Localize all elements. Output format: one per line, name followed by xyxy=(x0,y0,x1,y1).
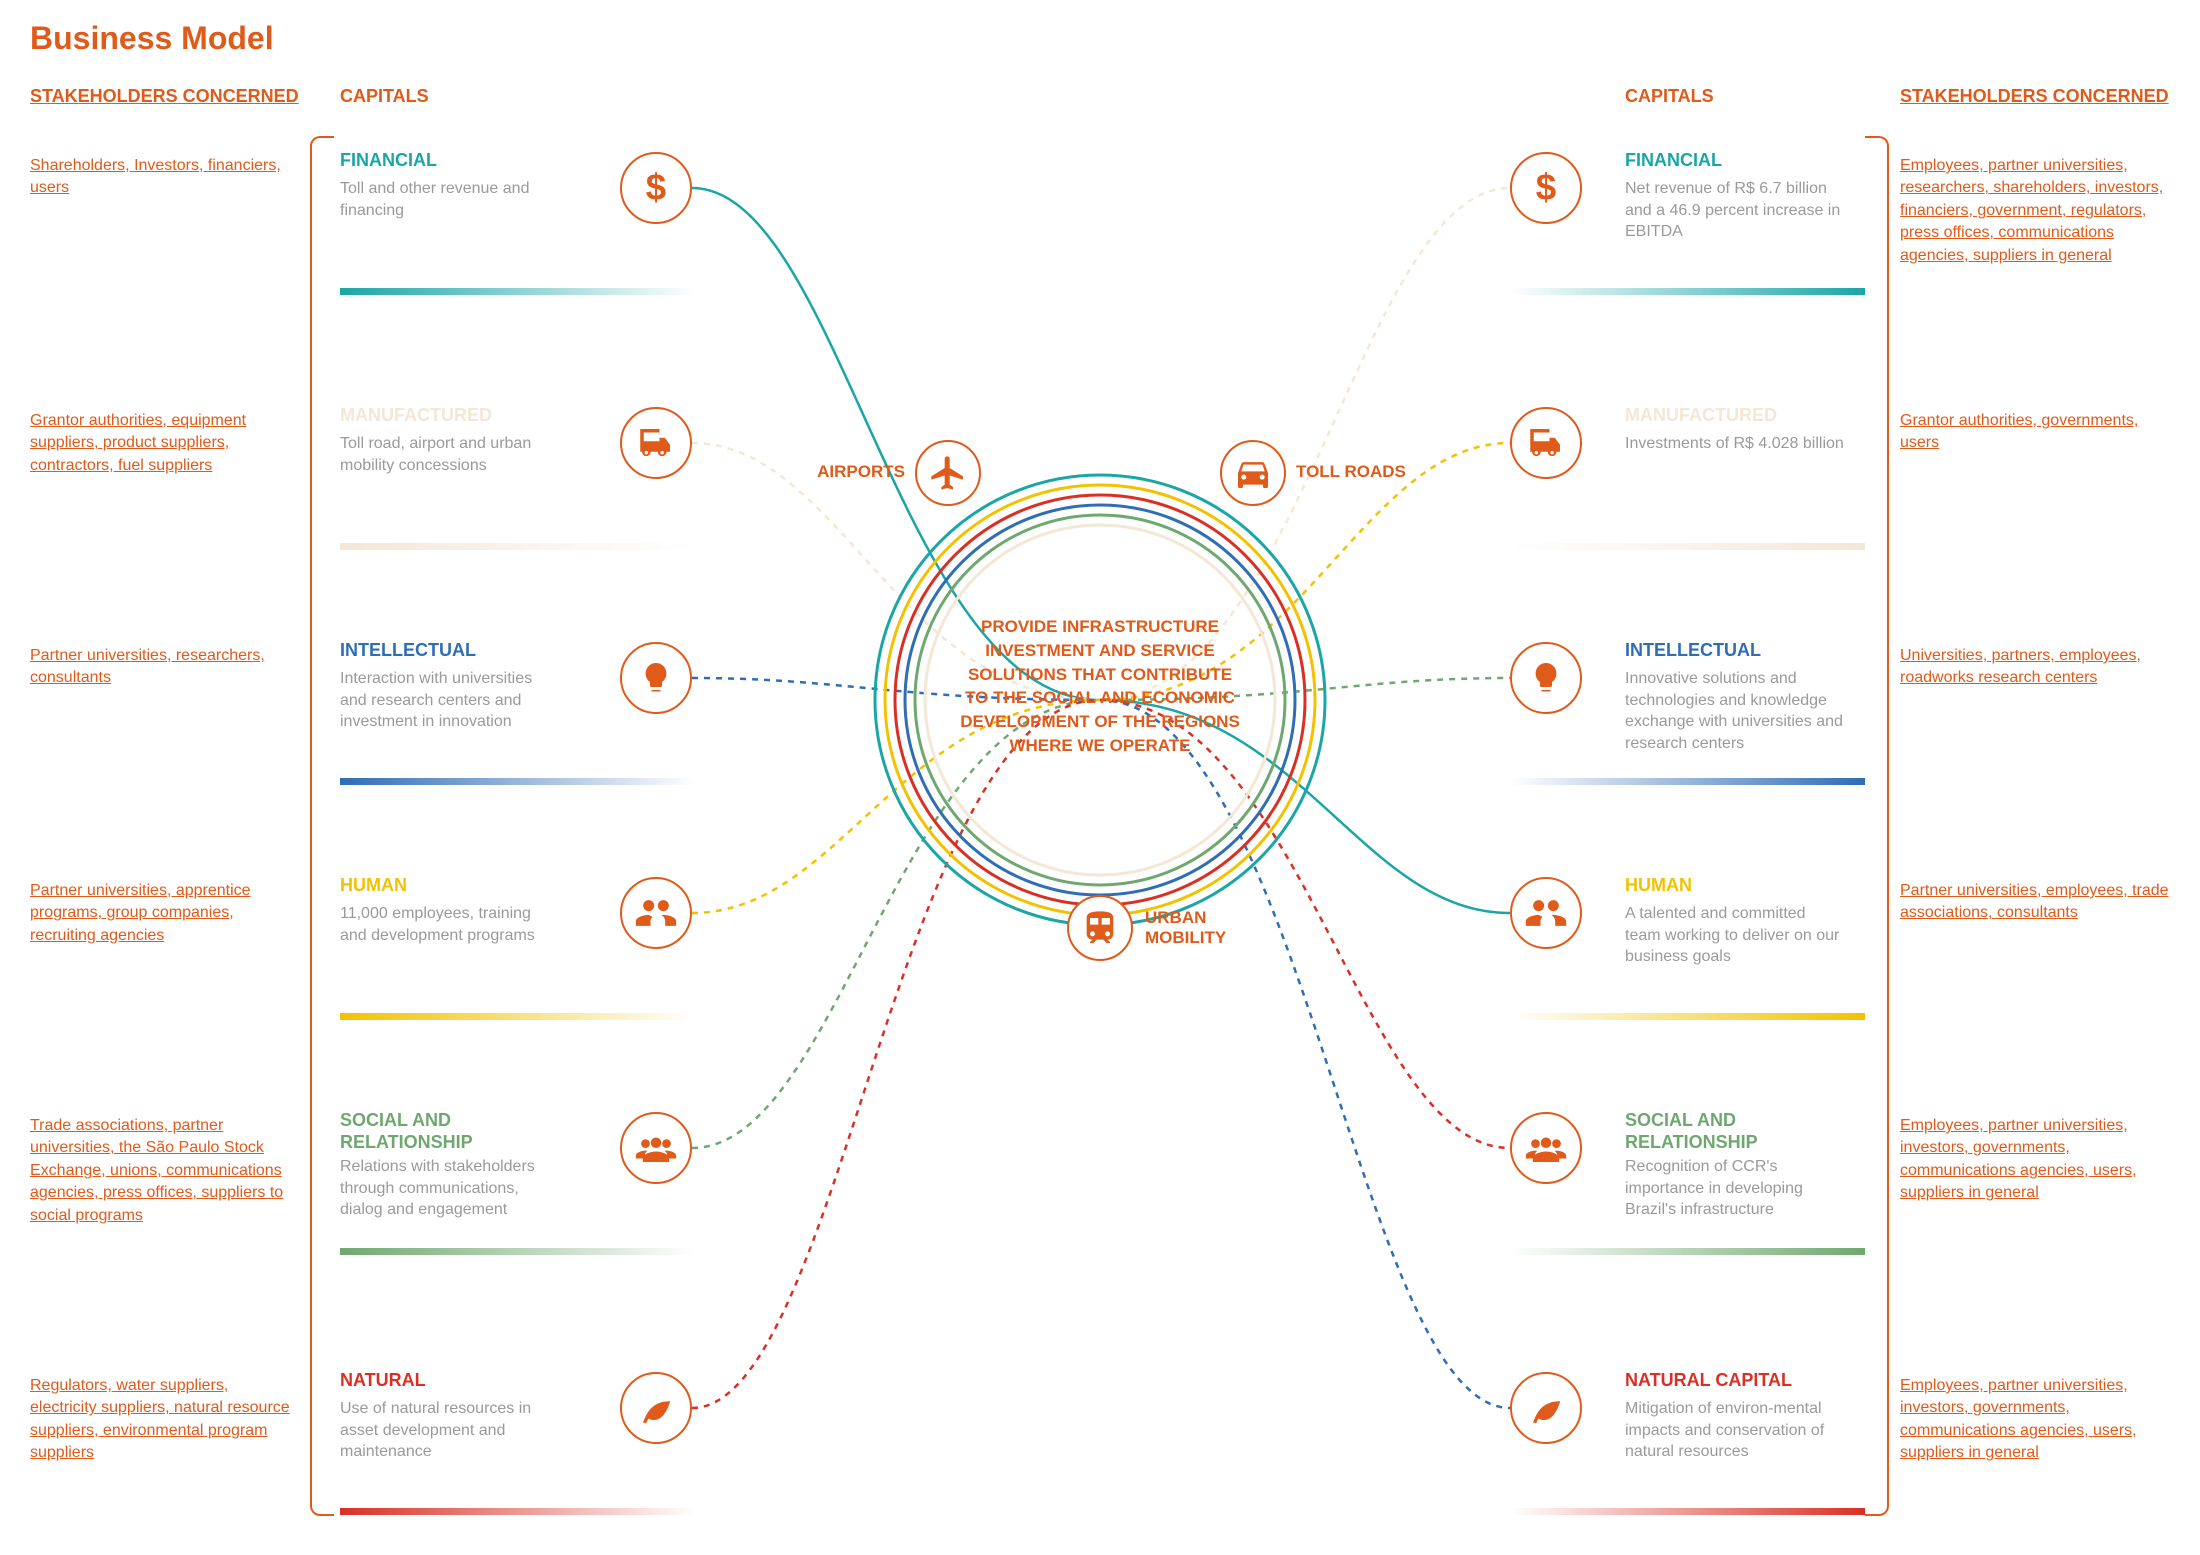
capital-desc-left-human: 11,000 employees, training and developme… xyxy=(340,903,560,946)
capital-title-left-natural: NATURAL xyxy=(340,1370,426,1392)
capital-desc-left-manufactured: Toll road, airport and urban mobility co… xyxy=(340,433,560,476)
flow-intellectual xyxy=(692,678,1510,1408)
natural-icon-right xyxy=(1510,1372,1582,1444)
social-icon-left xyxy=(620,1112,692,1184)
stakeholder-left-financial: Shareholders, Investors, financiers, use… xyxy=(30,155,290,200)
stakeholder-left-human: Partner universities, apprentice program… xyxy=(30,880,290,947)
underline-right-natural xyxy=(1510,1508,1865,1515)
bracket-left xyxy=(310,136,334,1516)
underline-right-financial xyxy=(1510,288,1865,295)
stakeholder-right-financial: Employees, partner universities, researc… xyxy=(1900,155,2180,267)
underline-left-financial xyxy=(340,288,695,295)
center-mission: PROVIDE INFRASTRUCTURE INVESTMENT AND SE… xyxy=(960,615,1240,758)
capital-title-right-social: SOCIAL ANDRELATIONSHIP xyxy=(1625,1110,1758,1153)
urban-icon xyxy=(1067,895,1133,961)
urban-label-1: URBAN xyxy=(1145,908,1206,928)
intellectual-icon-left xyxy=(620,642,692,714)
stakeholder-left-intellectual: Partner universities, researchers, consu… xyxy=(30,645,290,690)
social-icon-right xyxy=(1510,1112,1582,1184)
underline-right-social xyxy=(1510,1248,1865,1255)
natural-icon-left xyxy=(620,1372,692,1444)
capital-desc-left-social: Relations with stakeholders through comm… xyxy=(340,1156,560,1221)
underline-right-intellectual xyxy=(1510,778,1865,785)
stakeholder-right-social: Employees, partner universities, investo… xyxy=(1900,1115,2180,1205)
capital-title-left-financial: FINANCIAL xyxy=(340,150,437,172)
capital-desc-right-natural: Mitigation of environ-mental impacts and… xyxy=(1625,1398,1845,1463)
underline-left-social xyxy=(340,1248,695,1255)
underline-left-human xyxy=(340,1013,695,1020)
stakeholder-right-human: Partner universities, employees, trade a… xyxy=(1900,880,2180,925)
stakeholder-left-manufactured: Grantor authorities, equipment suppliers… xyxy=(30,410,290,477)
capital-desc-right-manufactured: Investments of R$ 4.028 billion xyxy=(1625,433,1845,455)
manufactured-icon-right xyxy=(1510,407,1582,479)
capital-desc-right-human: A talented and committed team working to… xyxy=(1625,903,1845,968)
svg-text:$: $ xyxy=(1536,168,1556,208)
flow-financial xyxy=(692,188,1510,913)
manufactured-icon-left xyxy=(620,407,692,479)
stakeholder-right-intellectual: Universities, partners, employees, roadw… xyxy=(1900,645,2180,690)
intellectual-icon-right xyxy=(1510,642,1582,714)
underline-left-manufactured xyxy=(340,543,695,550)
airports-label: AIRPORTS xyxy=(800,462,905,482)
human-icon-left xyxy=(620,877,692,949)
header-stakeholders-right: STAKEHOLDERS CONCERNED xyxy=(1900,86,2169,107)
capital-desc-left-intellectual: Interaction with universities and resear… xyxy=(340,668,560,733)
underline-left-natural xyxy=(340,1508,695,1515)
capital-desc-left-natural: Use of natural resources in asset develo… xyxy=(340,1398,560,1463)
bracket-right xyxy=(1865,136,1889,1516)
human-icon-right xyxy=(1510,877,1582,949)
urban-label-2: MOBILITY xyxy=(1145,928,1226,948)
capital-title-right-natural: NATURAL CAPITAL xyxy=(1625,1370,1792,1392)
financial-icon-left: $ xyxy=(620,152,692,224)
capital-title-right-manufactured: MANUFACTURED xyxy=(1625,405,1777,427)
capital-title-left-manufactured: MANUFACTURED xyxy=(340,405,492,427)
header-capitals-right: CAPITALS xyxy=(1625,86,1714,107)
svg-text:$: $ xyxy=(646,168,666,208)
capital-desc-right-financial: Net revenue of R$ 6.7 billion and a 46.9… xyxy=(1625,178,1845,243)
header-capitals-left: CAPITALS xyxy=(340,86,429,107)
capital-title-right-intellectual: INTELLECTUAL xyxy=(1625,640,1761,662)
header-stakeholders-left: STAKEHOLDERS CONCERNED xyxy=(30,86,299,107)
capital-desc-left-financial: Toll and other revenue and financing xyxy=(340,178,560,221)
tollroads-label: TOLL ROADS xyxy=(1296,462,1406,482)
tollroads-icon xyxy=(1220,440,1286,506)
page-title: Business Model xyxy=(30,20,274,57)
capital-desc-right-intellectual: Innovative solutions and technologies an… xyxy=(1625,668,1845,754)
airports-icon xyxy=(915,440,981,506)
financial-icon-right: $ xyxy=(1510,152,1582,224)
capital-title-right-financial: FINANCIAL xyxy=(1625,150,1722,172)
stakeholder-left-natural: Regulators, water suppliers, electricity… xyxy=(30,1375,290,1465)
capital-title-left-human: HUMAN xyxy=(340,875,407,897)
capital-title-left-intellectual: INTELLECTUAL xyxy=(340,640,476,662)
capital-title-right-human: HUMAN xyxy=(1625,875,1692,897)
capital-desc-right-social: Recognition of CCR's importance in devel… xyxy=(1625,1156,1845,1221)
underline-right-human xyxy=(1510,1013,1865,1020)
flow-natural xyxy=(692,700,1510,1408)
capital-title-left-social: SOCIAL ANDRELATIONSHIP xyxy=(340,1110,473,1153)
underline-left-intellectual xyxy=(340,778,695,785)
stakeholder-left-social: Trade associations, partner universities… xyxy=(30,1115,290,1227)
underline-right-manufactured xyxy=(1510,543,1865,550)
stakeholder-right-manufactured: Grantor authorities, governments, users xyxy=(1900,410,2180,455)
stakeholder-right-natural: Employees, partner universities, investo… xyxy=(1900,1375,2180,1465)
